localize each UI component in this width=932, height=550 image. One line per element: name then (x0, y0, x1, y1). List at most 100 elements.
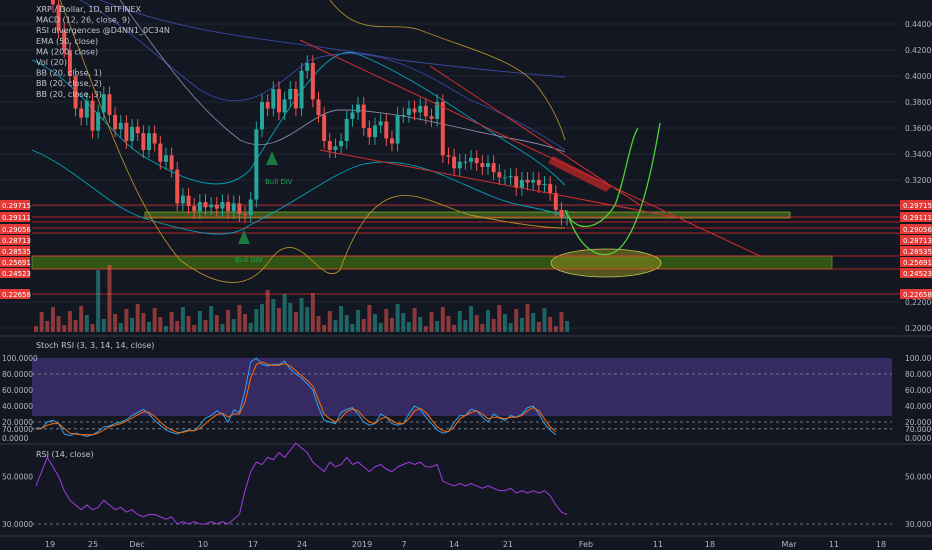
volume-bar (389, 318, 394, 332)
rsi-tick-label-left: 50.0000 (2, 472, 33, 481)
candle-body (124, 122, 129, 141)
legend-entry: MA (200, close) (36, 47, 98, 56)
stoch-tick-label: 80.0000 (905, 370, 932, 379)
legend-entry: MACD (12, 26, close, 9) (36, 16, 130, 25)
bull-div-label: Bull DIV (265, 178, 293, 186)
volume-bar (186, 316, 191, 332)
candle-body (378, 121, 383, 126)
legend-entry: BB (20, close, 2) (36, 79, 102, 88)
volume-bar (418, 317, 423, 332)
level-tag-right (900, 200, 932, 210)
volume-bar (486, 310, 490, 332)
date-tick-label: 24 (297, 540, 307, 549)
bollinger-band-line (59, 0, 566, 283)
level-tag-left-text: 0.25691 (2, 259, 31, 267)
level-tag-left-text: 0.29111 (2, 214, 31, 222)
rsi-lines (35, 442, 568, 525)
candle-body (135, 126, 140, 134)
candle-body (107, 94, 112, 115)
volume-bar (101, 319, 106, 332)
volume-bar (395, 304, 400, 332)
candle-body (542, 183, 547, 186)
stoch-tick-label: 40.0000 (905, 402, 932, 411)
volume-bar (316, 316, 321, 332)
volume-bar (152, 308, 157, 332)
candle-body (130, 126, 135, 141)
rsi-tick-label: 30.0000 (905, 520, 932, 529)
trendline-descending (299, 39, 761, 257)
stoch-tick-label-left: 80.0000 (2, 370, 33, 379)
volume-bar (480, 324, 485, 332)
candle-body (474, 157, 479, 164)
price-pane[interactable]: Bull DIV Bull DIV XRP / Dollar, 1D, BITF… (0, 0, 932, 333)
candle-body (248, 199, 253, 216)
date-tick-label: Mar (781, 540, 797, 549)
date-axis[interactable]: 19 25 Dec 10 17 24 2019 7 14 21 Feb 11 18 Mar 11 18 (45, 540, 886, 549)
volume-bar (423, 326, 428, 332)
volume-bar (226, 310, 231, 332)
level-tag-left-text: 0.22658 (2, 291, 31, 299)
candle-body (553, 193, 558, 210)
volume-bar (203, 320, 208, 332)
trendline-lower (319, 149, 681, 219)
rsi-pane[interactable]: RSI (14, close) 70.0000 50.0000 30.0000 70… (2, 425, 932, 529)
volume-bar (542, 308, 547, 332)
date-tick-label: 25 (88, 540, 98, 549)
candle-body (519, 180, 524, 188)
volume-bar (231, 319, 236, 332)
volume-bar (124, 309, 129, 332)
candle-body (203, 202, 208, 208)
level-tag-right (900, 224, 932, 234)
stoch-rsi-pane[interactable]: Stoch RSI (3, 3, 14, 14, close) 100.0000… (2, 341, 932, 443)
candle-body (536, 180, 541, 186)
legend-entry: BB (20, close, 3) (36, 90, 102, 99)
volume-bar (525, 304, 530, 332)
volume-bar (271, 299, 276, 332)
volume-bar (73, 320, 78, 332)
volume-bar (175, 321, 180, 332)
legend-entry: RSI divergences @D4NN1_0C34N (36, 26, 170, 35)
volume-bar (356, 310, 361, 332)
level-tag-right (900, 257, 932, 267)
candle-body (271, 89, 276, 109)
volume-bar (163, 326, 168, 332)
candle-body (288, 89, 293, 100)
date-tick-label: Dec (129, 540, 144, 549)
volume-bar (180, 307, 185, 332)
volume-bar (96, 270, 101, 332)
stoch-lines (35, 357, 557, 437)
volume-bar (508, 323, 513, 332)
date-tick-label: 19 (45, 540, 55, 549)
volume-bar (84, 315, 89, 332)
candle-body (141, 133, 146, 151)
volume-bar (350, 324, 355, 332)
volume-bar (305, 307, 310, 332)
volume-bar (333, 320, 338, 332)
level-tag-right (900, 235, 932, 245)
volume-bar (435, 321, 440, 332)
candle-body (265, 102, 270, 109)
candle-body (243, 213, 248, 216)
legend-entry: XRP / Dollar, 1D, BITFINEX (36, 5, 141, 14)
candle-body (254, 129, 259, 200)
target-ellipse (550, 248, 662, 278)
volume-bar (248, 323, 253, 332)
candle-body (101, 94, 106, 113)
volume-bar (39, 312, 44, 332)
candle-body (282, 99, 287, 113)
date-tick-label: 17 (248, 540, 258, 549)
volume-bars (34, 265, 570, 332)
level-tag-right (900, 246, 932, 256)
volume-bar (169, 312, 174, 332)
level-tag-left-text: 0.29056 (2, 226, 31, 234)
level-tag-left-text: 0.28713 (2, 237, 31, 245)
date-tick-label: 7 (401, 540, 406, 549)
date-tick-label: 18 (705, 540, 715, 549)
candle-body (327, 141, 332, 151)
volume-bar (237, 305, 242, 332)
candle-body (373, 125, 377, 138)
